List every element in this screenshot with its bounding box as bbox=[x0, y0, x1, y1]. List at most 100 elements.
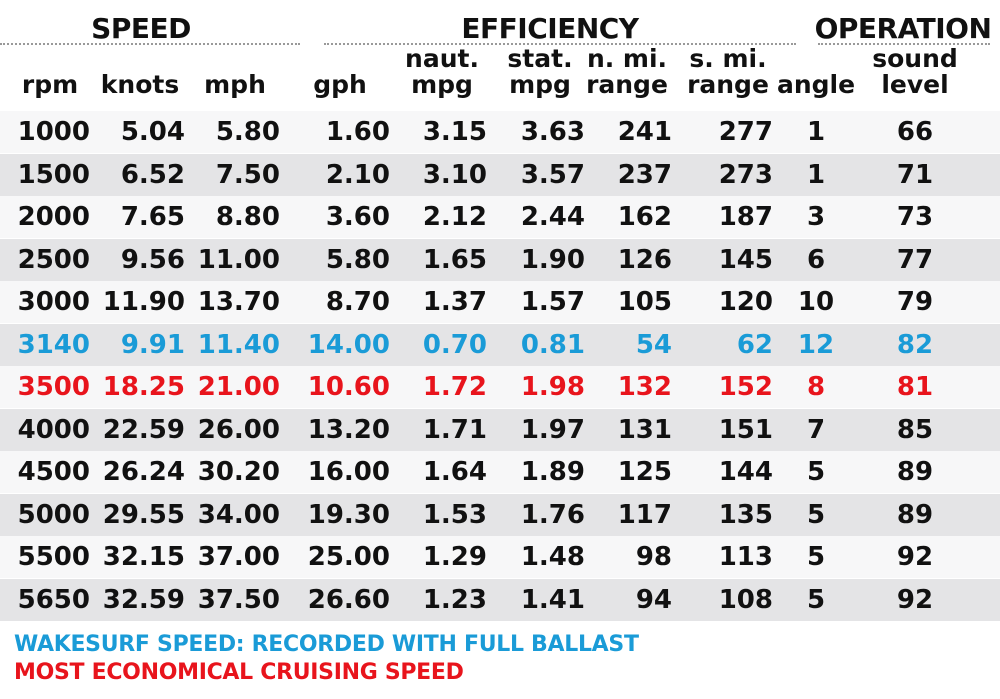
table-cell: 6 bbox=[806, 244, 826, 275]
table-row: 2000 7.65 8.80 3.60 2.12 2.44 162 187 3 73 bbox=[0, 196, 1000, 238]
group-divider-operation bbox=[818, 43, 990, 45]
table-cell: 105 bbox=[617, 287, 672, 317]
table-cell: 126 bbox=[617, 244, 672, 275]
table-cell: 7 bbox=[806, 414, 826, 445]
table-cell: 5 bbox=[806, 542, 826, 572]
table-cell: 13.70 bbox=[197, 287, 280, 317]
table-cell: 32.59 bbox=[102, 584, 185, 615]
table-cell: 113 bbox=[718, 542, 773, 572]
table-cell: 2.10 bbox=[325, 159, 390, 190]
table-row: 5650 32.59 37.50 26.60 1.23 1.41 94 108 5 92 bbox=[0, 578, 1000, 621]
table-cell: 5000 bbox=[17, 499, 90, 530]
group-divider-speed bbox=[0, 43, 300, 45]
table-row: 3000 11.90 13.70 8.70 1.37 1.57 105 120 10 79 bbox=[0, 281, 1000, 323]
table-row: 4500 26.24 30.20 16.00 1.64 1.89 125 144 5 89 bbox=[0, 451, 1000, 493]
column-header: knots bbox=[89, 46, 191, 98]
column-header-line1 bbox=[770, 46, 862, 72]
table-cell: 34.00 bbox=[197, 499, 280, 530]
table-cell: 1.41 bbox=[520, 584, 585, 615]
table-cell: 94 bbox=[635, 584, 672, 615]
table-cell: 98 bbox=[635, 542, 672, 572]
table-cell: 3.15 bbox=[422, 117, 487, 147]
column-header-line2: mph bbox=[204, 70, 266, 99]
table-cell: 4500 bbox=[17, 457, 90, 487]
table-cell: 30.20 bbox=[197, 457, 280, 487]
table-cell: 5 bbox=[806, 584, 826, 615]
table-cell: 152 bbox=[718, 372, 773, 402]
table-cell: 132 bbox=[617, 372, 672, 402]
table-cell: 3140 bbox=[17, 329, 90, 360]
table-cell: 1.48 bbox=[520, 542, 585, 572]
table-cell: 5.80 bbox=[325, 244, 390, 275]
column-header-line2: mpg bbox=[509, 70, 571, 99]
group-header-operation: OPERATION bbox=[814, 12, 992, 45]
table-cell: 9.91 bbox=[120, 329, 185, 360]
table-cell: 12 bbox=[797, 329, 835, 360]
table-cell: 8 bbox=[806, 372, 826, 402]
column-header-line1: s. mi. bbox=[689, 44, 767, 73]
table-cell: 117 bbox=[617, 499, 672, 530]
table-cell: 2.12 bbox=[422, 202, 487, 232]
table-cell: 9.56 bbox=[120, 244, 185, 275]
table-cell: 26.00 bbox=[197, 414, 280, 445]
table-cell: 3000 bbox=[17, 287, 90, 317]
table-cell: 8.80 bbox=[215, 202, 280, 232]
column-header: naut. mpg bbox=[391, 46, 493, 98]
table-cell: 1.76 bbox=[520, 499, 585, 530]
table-cell: 89 bbox=[896, 499, 934, 530]
table-cell: 16.00 bbox=[307, 457, 390, 487]
table-row: 5500 32.15 37.00 25.00 1.29 1.48 98 113 5 92 bbox=[0, 536, 1000, 578]
table-row: 3500 18.25 21.00 10.60 1.72 1.98 132 152 8 81 bbox=[0, 366, 1000, 408]
table-cell: 13.20 bbox=[307, 414, 390, 445]
column-header-line1: n. mi. bbox=[586, 44, 668, 73]
table-cell: 92 bbox=[896, 584, 934, 615]
table-cell: 120 bbox=[718, 287, 773, 317]
table-cell: 151 bbox=[718, 414, 773, 445]
column-header-line2: range bbox=[687, 70, 769, 99]
legend-wakesurf: WAKESURF SPEED: RECORDED WITH FULL BALLA… bbox=[14, 632, 639, 657]
column-header-line2: rpm bbox=[21, 70, 79, 99]
table-cell: 1.65 bbox=[422, 244, 487, 275]
table-cell: 85 bbox=[896, 414, 934, 445]
table-cell: 5500 bbox=[17, 542, 90, 572]
table-cell: 1.89 bbox=[520, 457, 585, 487]
table-cell: 1.29 bbox=[422, 542, 487, 572]
group-divider-efficiency bbox=[324, 43, 796, 45]
table-cell: 10.60 bbox=[307, 372, 390, 402]
table-row: 4000 22.59 26.00 13.20 1.71 1.97 131 151 7 85 bbox=[0, 408, 1000, 451]
table-cell: 21.00 bbox=[197, 372, 280, 402]
group-header-speed: SPEED bbox=[91, 12, 191, 45]
table-cell: 14.00 bbox=[307, 329, 390, 360]
column-header: n. mi. range bbox=[576, 46, 678, 98]
column-header-line1 bbox=[184, 46, 286, 72]
column-header: sound level bbox=[869, 46, 961, 98]
table-cell: 162 bbox=[617, 202, 672, 232]
column-header-line1: stat. bbox=[507, 44, 573, 73]
table-cell: 29.55 bbox=[102, 499, 185, 530]
column-header-line1 bbox=[4, 46, 96, 72]
table-cell: 6.52 bbox=[120, 159, 185, 190]
column-header: mph bbox=[184, 46, 286, 98]
table-row: 5000 29.55 34.00 19.30 1.53 1.76 117 135 5 89 bbox=[0, 493, 1000, 536]
column-header-line1 bbox=[89, 46, 191, 72]
table-cell: 241 bbox=[617, 117, 672, 147]
table-cell: 1.60 bbox=[325, 117, 390, 147]
table-cell: 108 bbox=[718, 584, 773, 615]
column-header-line2: level bbox=[881, 70, 949, 99]
table-cell: 3.57 bbox=[520, 159, 585, 190]
table-cell: 3500 bbox=[17, 372, 90, 402]
table-cell: 37.50 bbox=[197, 584, 280, 615]
table-cell: 82 bbox=[896, 329, 934, 360]
column-header: s. mi. range bbox=[677, 46, 779, 98]
column-header-line2: angle bbox=[776, 70, 856, 99]
column-header-line2: knots bbox=[100, 70, 180, 99]
table-cell: 11.90 bbox=[102, 287, 185, 317]
table-cell: 5650 bbox=[17, 584, 90, 615]
table-cell: 37.00 bbox=[197, 542, 280, 572]
table-cell: 10 bbox=[797, 287, 835, 317]
column-header: gph bbox=[284, 46, 396, 98]
table-cell: 187 bbox=[718, 202, 773, 232]
table-cell: 71 bbox=[896, 159, 934, 190]
table-cell: 1000 bbox=[17, 117, 90, 147]
table-cell: 237 bbox=[617, 159, 672, 190]
